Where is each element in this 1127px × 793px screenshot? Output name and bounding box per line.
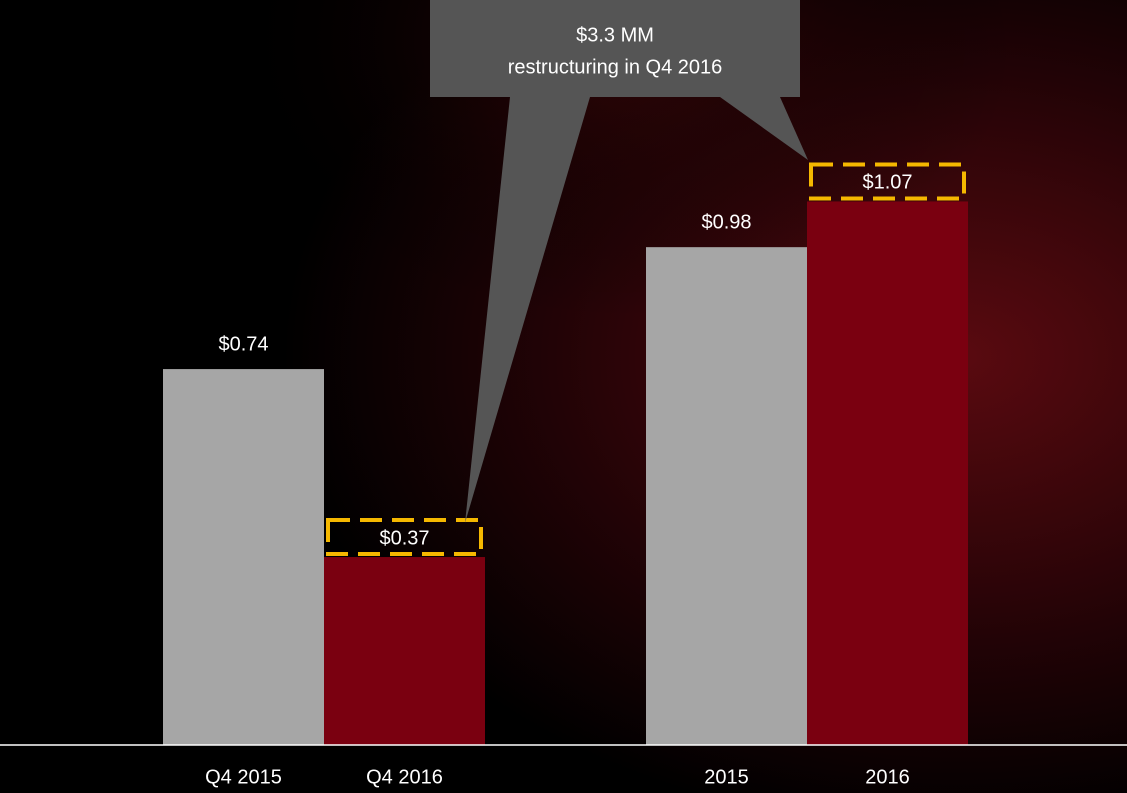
bar [807,201,968,745]
callout: $3.3 MM restructuring in Q4 2016 [430,0,808,523]
callout-box [430,0,800,97]
callout-pointer [465,97,590,523]
x-tick-label: Q4 2016 [366,766,443,788]
bar [163,369,324,745]
value-label: $0.37 [379,527,429,549]
x-tick-label: 2016 [865,766,910,788]
bar [324,557,485,745]
callout-text: $3.3 MM [576,24,654,46]
x-tick-label: Q4 2015 [205,766,282,788]
callout-text: restructuring in Q4 2016 [508,56,723,78]
value-label: $0.74 [218,333,268,355]
highlight-box [809,162,966,201]
value-label: $1.07 [862,172,912,194]
highlight-box [326,518,483,557]
x-tick-label: 2015 [704,766,749,788]
callout-pointer [720,97,808,160]
value-label: $0.98 [701,211,751,233]
bar [646,247,807,745]
